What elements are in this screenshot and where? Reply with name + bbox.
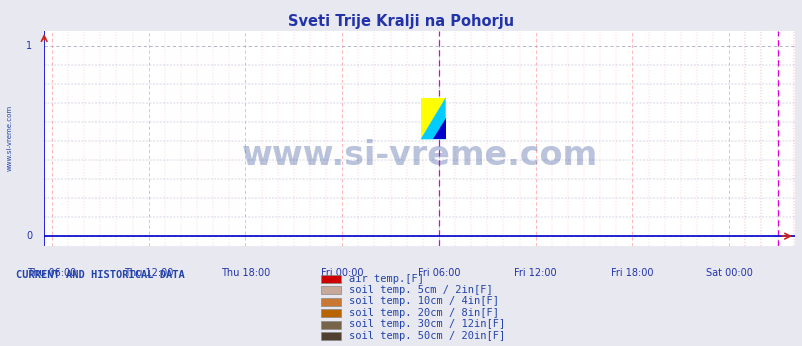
- Text: Fri 06:00: Fri 06:00: [417, 268, 460, 279]
- Text: soil temp. 10cm / 4in[F]: soil temp. 10cm / 4in[F]: [349, 297, 499, 306]
- Text: Thu 18:00: Thu 18:00: [221, 268, 269, 279]
- Text: soil temp. 50cm / 20in[F]: soil temp. 50cm / 20in[F]: [349, 331, 505, 340]
- Polygon shape: [432, 118, 445, 139]
- Text: Fri 18:00: Fri 18:00: [610, 268, 653, 279]
- Text: Sveti Trije Kralji na Pohorju: Sveti Trije Kralji na Pohorju: [288, 14, 514, 29]
- Text: Fri 00:00: Fri 00:00: [321, 268, 363, 279]
- Text: www.si-vreme.com: www.si-vreme.com: [6, 105, 12, 172]
- Text: www.si-vreme.com: www.si-vreme.com: [241, 139, 597, 172]
- Text: air temp.[F]: air temp.[F]: [349, 274, 423, 283]
- Text: 1: 1: [26, 41, 33, 51]
- Text: soil temp. 30cm / 12in[F]: soil temp. 30cm / 12in[F]: [349, 319, 505, 329]
- Text: CURRENT AND HISTORICAL DATA: CURRENT AND HISTORICAL DATA: [16, 270, 184, 280]
- Text: Sat 00:00: Sat 00:00: [705, 268, 751, 279]
- Text: Fri 12:00: Fri 12:00: [514, 268, 557, 279]
- Text: Thu 12:00: Thu 12:00: [124, 268, 173, 279]
- Text: soil temp. 20cm / 8in[F]: soil temp. 20cm / 8in[F]: [349, 308, 499, 318]
- Polygon shape: [420, 98, 445, 139]
- Text: 0: 0: [26, 231, 33, 241]
- Text: soil temp. 5cm / 2in[F]: soil temp. 5cm / 2in[F]: [349, 285, 492, 295]
- Polygon shape: [420, 98, 445, 139]
- Text: Thu 06:00: Thu 06:00: [27, 268, 76, 279]
